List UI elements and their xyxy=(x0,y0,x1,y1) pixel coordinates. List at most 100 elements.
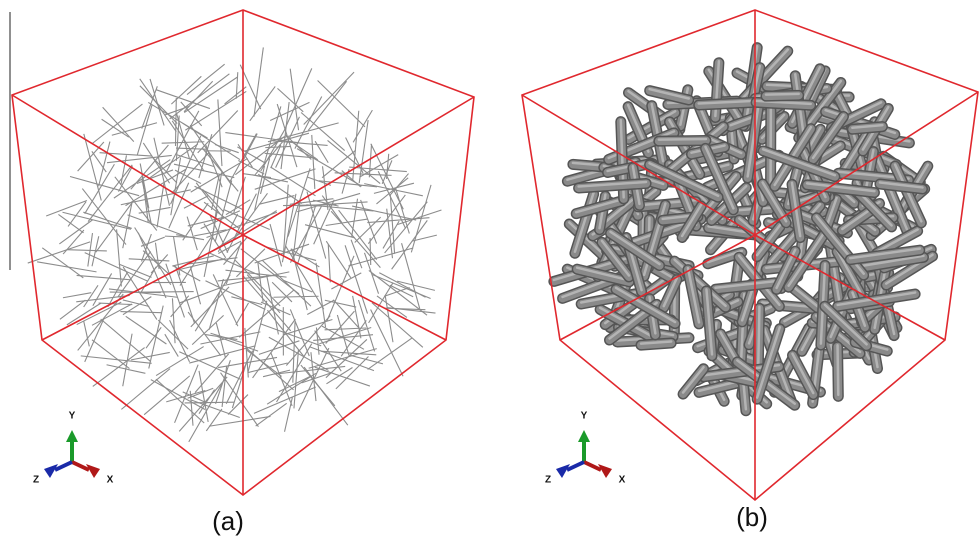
fiber xyxy=(84,285,98,307)
fiber xyxy=(209,253,260,276)
fiber xyxy=(333,300,358,328)
y-arrowhead xyxy=(578,430,590,442)
fiber xyxy=(170,320,190,362)
fiber xyxy=(304,72,354,124)
fiber xyxy=(206,409,222,431)
fiber xyxy=(264,246,316,260)
fiber xyxy=(247,275,280,313)
fiber xyxy=(353,110,372,142)
fiber xyxy=(92,340,129,369)
fiber xyxy=(659,139,706,140)
fiber xyxy=(243,276,291,331)
fiber xyxy=(63,293,91,298)
fiber xyxy=(402,243,420,309)
fiber xyxy=(325,300,356,307)
fiber xyxy=(157,184,164,228)
fiber xyxy=(59,220,92,244)
z-arrow xyxy=(567,462,584,470)
fiber xyxy=(103,107,134,141)
fiber xyxy=(254,387,316,413)
fiber xyxy=(221,373,259,427)
fiber xyxy=(155,243,159,269)
fiber xyxy=(232,361,247,408)
y-label: Y xyxy=(69,411,76,422)
fiber xyxy=(92,151,106,172)
fiber xyxy=(144,376,190,415)
fiber xyxy=(369,144,371,177)
x-label: X xyxy=(107,475,114,486)
fiber xyxy=(78,142,104,171)
fibers-a xyxy=(28,47,442,441)
fiber xyxy=(259,196,295,205)
z-arrow xyxy=(55,462,72,470)
z-label: Z xyxy=(33,475,39,486)
fiber xyxy=(838,345,839,395)
fiber xyxy=(352,206,416,220)
fiber xyxy=(364,184,423,196)
fiber xyxy=(256,403,287,426)
fiber xyxy=(183,123,240,159)
fiber xyxy=(137,105,152,156)
fiber xyxy=(171,158,181,216)
fiber xyxy=(121,369,170,410)
fiber xyxy=(260,324,321,346)
fiber xyxy=(139,207,171,213)
fiber xyxy=(312,135,315,189)
fiber xyxy=(141,267,156,293)
fiber xyxy=(328,245,330,283)
fiber xyxy=(158,320,188,349)
fiber xyxy=(82,189,126,245)
panel-label: (b) xyxy=(736,502,768,532)
fiber xyxy=(305,225,355,238)
fiber xyxy=(189,383,223,442)
y-label: Y xyxy=(581,411,588,422)
fiber xyxy=(92,236,99,266)
fiber xyxy=(101,319,151,362)
fiber xyxy=(81,356,152,363)
fiber xyxy=(115,177,157,231)
fiber xyxy=(316,263,326,328)
fiber xyxy=(172,298,175,343)
fiber xyxy=(66,250,106,251)
fiber xyxy=(175,98,176,146)
fiber xyxy=(374,183,414,193)
fiber xyxy=(70,177,139,196)
fiber xyxy=(218,99,222,166)
fiber xyxy=(290,69,298,131)
x-arrow xyxy=(72,462,89,470)
fiber xyxy=(200,332,260,344)
axis-triad: Y Z X xyxy=(33,411,114,486)
fiber xyxy=(231,297,262,305)
fiber xyxy=(188,217,225,226)
fiber xyxy=(285,398,293,432)
fiber xyxy=(308,81,346,130)
fiber xyxy=(150,79,164,126)
fiber xyxy=(175,170,201,183)
fiber xyxy=(42,248,83,278)
fiber xyxy=(191,287,229,327)
fiber xyxy=(190,125,231,185)
fiber xyxy=(170,74,230,119)
fiber xyxy=(294,350,298,409)
fiber xyxy=(368,338,412,369)
fiber xyxy=(271,352,292,406)
x-label: X xyxy=(619,475,626,486)
fiber xyxy=(277,88,303,111)
fiber xyxy=(166,264,185,318)
fiber xyxy=(169,183,189,228)
fiber xyxy=(77,275,131,279)
fiber xyxy=(88,233,93,266)
fiber xyxy=(121,155,126,184)
fiber xyxy=(359,300,375,351)
fiber xyxy=(254,47,263,116)
fiber xyxy=(37,262,96,272)
axis-triad: Y Z X xyxy=(545,411,626,486)
fiber xyxy=(273,296,318,297)
fiber xyxy=(198,110,238,152)
fiber xyxy=(766,94,799,95)
fiber xyxy=(243,174,271,178)
fiber xyxy=(349,167,407,172)
x-arrow xyxy=(584,462,601,470)
fiber xyxy=(263,106,281,167)
figure: Y Z X Y Z X (a) (b) xyxy=(0,0,979,539)
